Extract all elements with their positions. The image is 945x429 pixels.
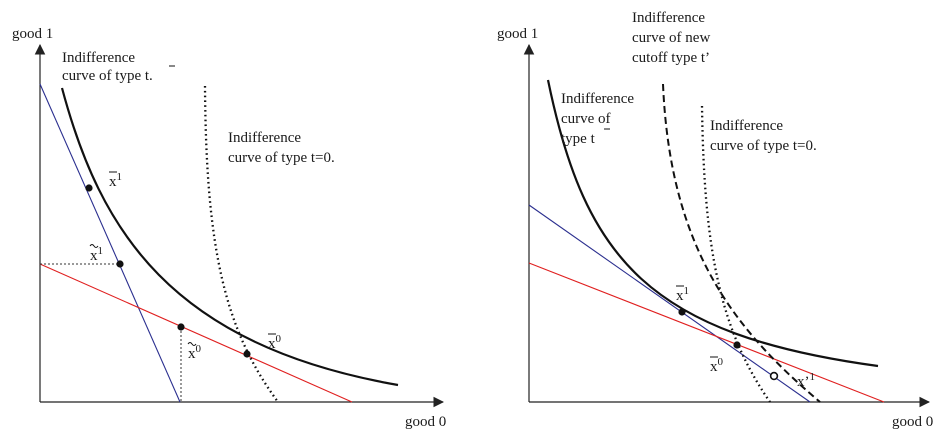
left-point-xbar1 (85, 184, 93, 192)
left-label-curve-tbar: Indifference curve of type t. (62, 50, 153, 84)
left-label-xbar0: x0 (268, 333, 282, 352)
left-label-curve-t0: Indifference curve of type t=0. (228, 130, 335, 166)
svg-text:x’1: x’1 (797, 371, 815, 390)
left-point-xtilde1 (116, 260, 124, 268)
right-blue-budget-line (528, 204, 811, 403)
svg-text:x1: x1 (676, 285, 689, 304)
left-red-budget-line (39, 263, 353, 403)
right-panel: good 1 good 0 Indifference curve of new … (497, 10, 933, 429)
right-point-xbar1 (678, 308, 686, 316)
left-blue-budget-line (39, 83, 181, 403)
left-indifference-curve-tbar (60, 87, 399, 387)
left-label-xtilde1: x1 (89, 244, 103, 264)
right-y-axis-label: good 1 (497, 26, 538, 42)
right-label-curve-tbar: Indifference curve of type t (561, 91, 638, 147)
left-x-axis-label: good 0 (405, 414, 446, 429)
left-point-xbar0 (243, 350, 251, 358)
svg-text:x1: x1 (90, 245, 103, 264)
right-point-xprime1 (769, 371, 779, 381)
left-y-axis-label: good 1 (12, 26, 53, 42)
right-point-xbar0 (733, 341, 741, 349)
right-indifference-curve-t0 (700, 105, 771, 403)
right-label-curve-tprime: Indifference curve of new cutoff type t’ (632, 10, 714, 66)
right-label-xbar1: x1 (676, 285, 689, 304)
right-label-xprime1: x’1 (797, 371, 815, 390)
left-label-xbar1: x1 (109, 171, 122, 190)
left-point-xtilde0 (177, 323, 185, 331)
svg-text:x1: x1 (109, 171, 122, 190)
right-indifference-curve-tprime (662, 83, 821, 403)
svg-text:x0: x0 (188, 343, 202, 362)
right-x-axis-label: good 0 (892, 414, 933, 429)
svg-text:x0: x0 (268, 333, 282, 352)
left-panel: good 1 good 0 Indifference curve of type… (12, 26, 446, 429)
right-indifference-curve-tbar (546, 79, 879, 368)
svg-text:x0: x0 (710, 356, 724, 375)
right-label-curve-t0: Indifference curve of type t=0. (710, 118, 817, 154)
right-label-xbar0: x0 (710, 356, 724, 375)
right-red-budget-line (528, 262, 885, 403)
left-label-xtilde0: x0 (187, 342, 202, 362)
left-indifference-curve-t0 (203, 85, 279, 403)
